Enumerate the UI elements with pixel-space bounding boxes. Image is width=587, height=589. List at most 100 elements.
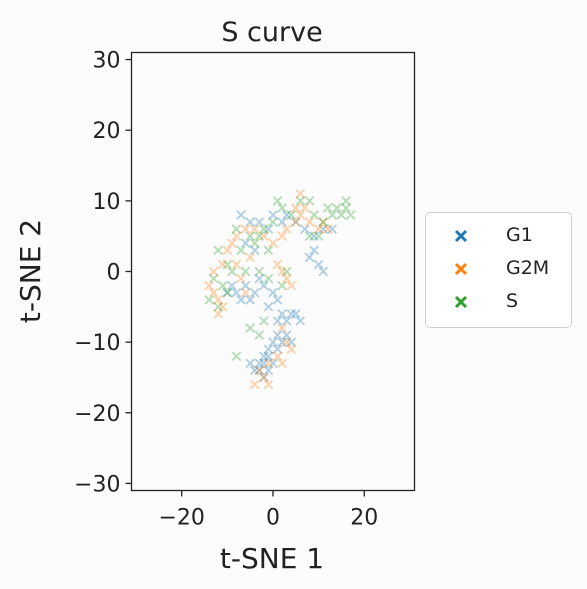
data-point [346, 211, 354, 219]
data-point [232, 352, 240, 360]
data-point [328, 225, 336, 233]
data-point [273, 260, 281, 268]
data-point [264, 380, 272, 388]
data-point [264, 274, 272, 282]
data-point [260, 359, 268, 367]
data-point [310, 232, 318, 240]
data-point [319, 267, 327, 275]
legend-marker-g1 [454, 229, 468, 243]
data-point [287, 310, 295, 318]
data-point [269, 359, 277, 367]
data-point [264, 246, 272, 254]
data-point [246, 296, 254, 304]
data-point [260, 317, 268, 325]
data-point [278, 338, 286, 346]
data-point [219, 303, 227, 311]
data-point [223, 260, 231, 268]
data-point [228, 281, 236, 289]
y-tick-label: 0 [107, 261, 121, 286]
data-point [305, 253, 313, 261]
data-point [241, 239, 249, 247]
data-point [305, 197, 313, 205]
data-point [223, 246, 231, 254]
data-point [237, 274, 245, 282]
data-point [278, 310, 286, 318]
data-point [241, 267, 249, 275]
data-point [319, 218, 327, 226]
data-point [278, 204, 286, 212]
legend: G1 G2M S [425, 212, 572, 328]
data-point [251, 288, 259, 296]
data-point [273, 197, 281, 205]
data-point [310, 211, 318, 219]
data-point [301, 225, 309, 233]
legend-item-g1: G1 [426, 221, 571, 251]
data-point [209, 288, 217, 296]
data-point [305, 232, 313, 240]
data-point [260, 373, 268, 381]
data-point [337, 211, 345, 219]
legend-label-g2m: G2M [506, 257, 549, 279]
y-axis-label: t-SNE 2 [14, 219, 47, 323]
data-point [287, 211, 295, 219]
data-point [232, 288, 240, 296]
data-point [278, 324, 286, 332]
data-point [282, 267, 290, 275]
data-point [292, 310, 300, 318]
data-point [255, 366, 263, 374]
y-tick-label: 20 [93, 119, 121, 144]
data-point [251, 366, 259, 374]
data-point [342, 197, 350, 205]
data-point [314, 232, 322, 240]
data-point [241, 288, 249, 296]
data-point [324, 225, 332, 233]
legend-label-s: S [506, 290, 518, 312]
data-point [269, 218, 277, 226]
data-point [219, 260, 227, 268]
plot-frame [132, 53, 415, 491]
data-point [273, 296, 281, 304]
data-point [278, 218, 286, 226]
data-point [282, 338, 290, 346]
data-point [246, 218, 254, 226]
data-point [209, 274, 217, 282]
data-point [278, 281, 286, 289]
data-point [273, 331, 281, 339]
data-point [282, 317, 290, 325]
x-tick-label: 0 [266, 506, 280, 531]
data-point [264, 303, 272, 311]
y-tick-label: −10 [74, 331, 120, 356]
data-point [264, 359, 272, 367]
data-point [214, 303, 222, 311]
x-axis-label: t-SNE 1 [220, 542, 324, 575]
data-point [273, 317, 281, 325]
data-point [251, 225, 259, 233]
data-point [246, 232, 254, 240]
data-point [292, 218, 300, 226]
data-point [214, 246, 222, 254]
data-point [287, 281, 295, 289]
data-point [232, 260, 240, 268]
data-point [237, 296, 245, 304]
data-point [205, 296, 213, 304]
data-point [255, 232, 263, 240]
data-point [282, 211, 290, 219]
legend-marker-g2m [454, 262, 468, 276]
data-point [324, 204, 332, 212]
data-point [237, 211, 245, 219]
data-point [328, 211, 336, 219]
data-point [219, 281, 227, 289]
data-point [255, 218, 263, 226]
data-point [296, 317, 304, 325]
data-point [269, 239, 277, 247]
data-point [333, 204, 341, 212]
data-point [241, 225, 249, 233]
legend-marker-s [454, 295, 468, 309]
data-point [228, 267, 236, 275]
data-point [223, 288, 231, 296]
data-point [269, 338, 277, 346]
data-point [255, 331, 263, 339]
data-point [260, 225, 268, 233]
data-point [278, 359, 286, 367]
data-point [264, 225, 272, 233]
